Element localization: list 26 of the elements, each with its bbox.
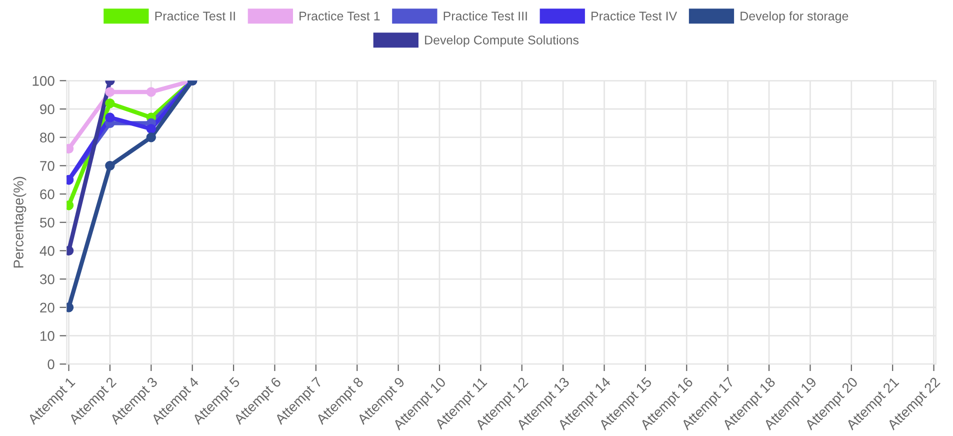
- y-tick-label: 70: [40, 161, 54, 171]
- point: [66, 246, 74, 256]
- y-tick-label: 80: [40, 132, 54, 143]
- point: [146, 124, 156, 134]
- y-tick-label: 40: [40, 246, 54, 256]
- legend-label: Practice Test III: [444, 11, 527, 20]
- y-tick-label: 90: [40, 104, 54, 114]
- y-tick-label: 100: [32, 76, 54, 86]
- point: [105, 112, 115, 122]
- point: [146, 132, 156, 142]
- legend-label: Develop for storage: [740, 11, 848, 23]
- y-tick-label: 60: [40, 189, 54, 200]
- y-tick-label: 30: [40, 274, 54, 284]
- legend-label: Practice Test II: [155, 11, 235, 20]
- y-tick-label: 50: [40, 218, 54, 228]
- y-axis-title: Percentage(%): [13, 176, 26, 268]
- point: [105, 160, 115, 171]
- legend-label: Practice Test 1: [300, 11, 380, 20]
- legend-label: Practice Test IV: [592, 11, 678, 20]
- point: [105, 98, 115, 108]
- point: [105, 87, 115, 97]
- y-tick-label: 20: [40, 302, 54, 313]
- legend-label: Develop Compute Solutions: [425, 35, 579, 47]
- y-tick-label: 0: [48, 359, 54, 370]
- y-tick-label: 10: [40, 331, 54, 341]
- point: [146, 87, 156, 97]
